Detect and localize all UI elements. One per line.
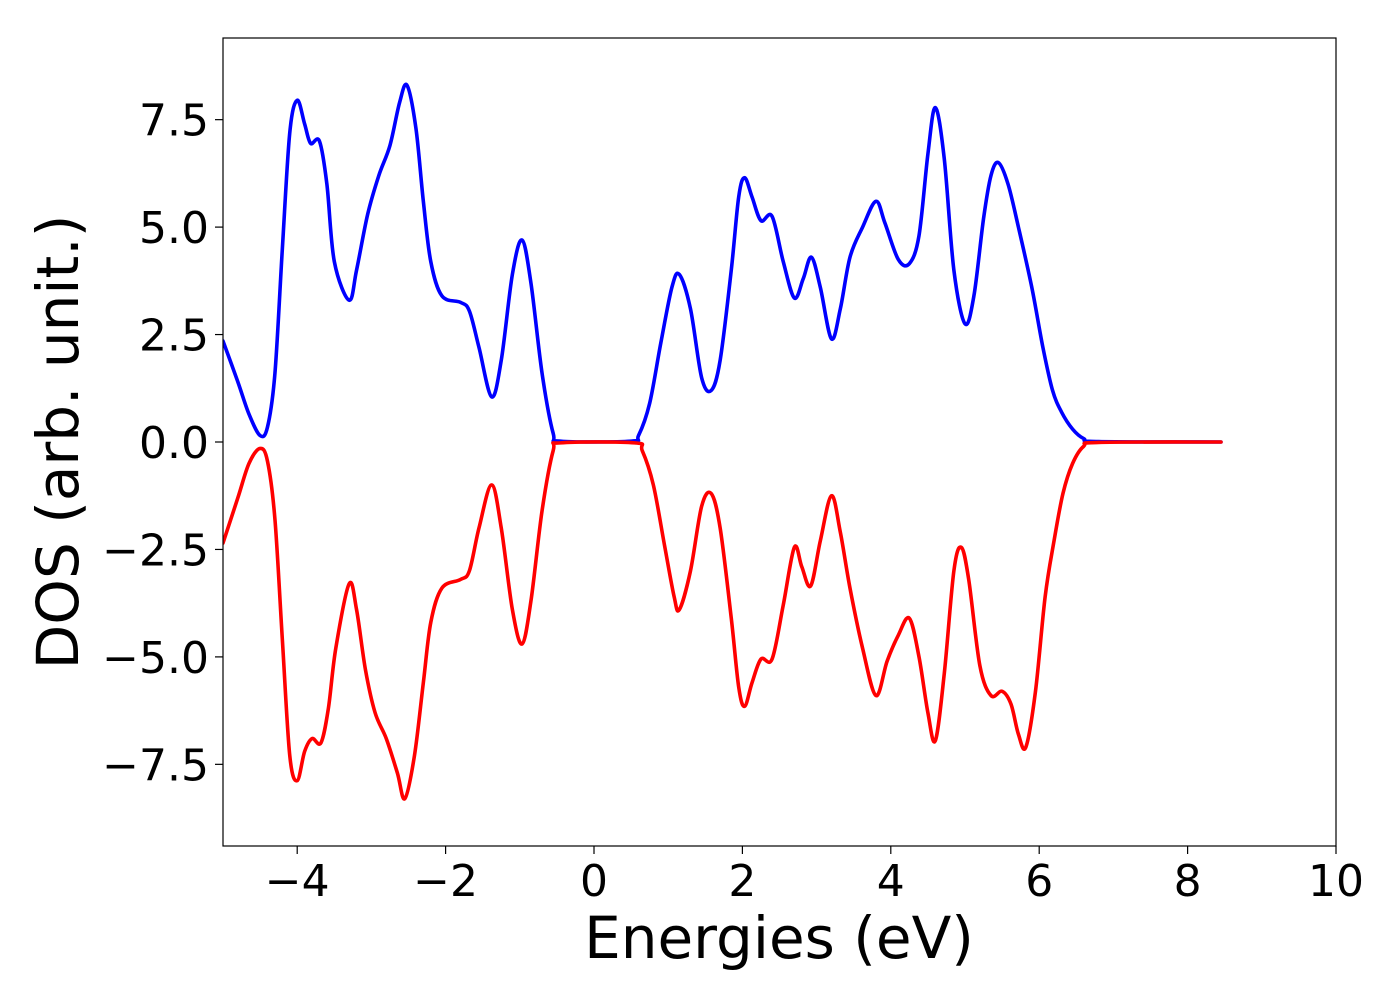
x-tick-label: −2	[413, 856, 478, 907]
x-tick-label: 2	[728, 856, 756, 907]
y-tick-label: 5.0	[139, 203, 209, 254]
y-tick-label: −7.5	[102, 740, 209, 791]
y-tick-label: 0.0	[139, 418, 209, 469]
x-axis-ticks: −4 −2 0 2 4 6 8 10	[265, 846, 1364, 907]
y-tick-label: −5.0	[102, 633, 209, 684]
dos-spin-up-line	[223, 82, 1223, 444]
plot-area	[223, 82, 1223, 801]
x-tick-label: 10	[1308, 856, 1364, 907]
x-tick-label: 0	[580, 856, 608, 907]
x-tick-label: 8	[1174, 856, 1202, 907]
y-tick-label: 7.5	[139, 96, 209, 147]
y-axis-ticks: 7.5 5.0 2.5 0.0 −2.5 −5.0 −7.5	[102, 96, 223, 791]
x-tick-label: 6	[1025, 856, 1053, 907]
x-axis-label: Energies (eV)	[584, 904, 974, 972]
x-tick-label: −4	[265, 856, 330, 907]
y-tick-label: 2.5	[139, 311, 209, 362]
dos-spin-down-line	[223, 440, 1223, 801]
y-axis-label: DOS (arb. unit.)	[24, 215, 92, 670]
x-tick-label: 4	[877, 856, 905, 907]
y-tick-label: −2.5	[102, 525, 209, 576]
plot-frame	[222, 37, 1337, 847]
